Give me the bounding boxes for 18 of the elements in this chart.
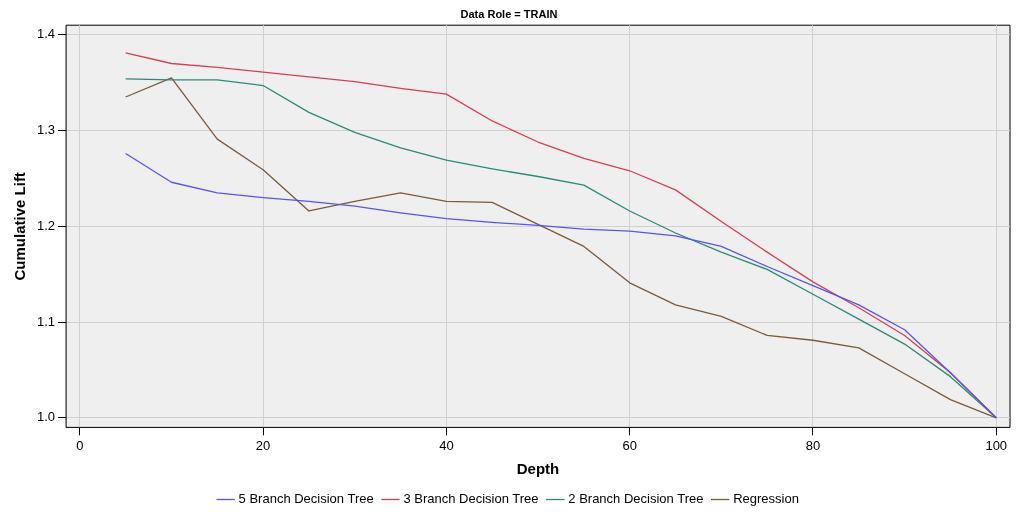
x-tick-label: 40 (439, 437, 454, 453)
y-tick-label: 1.1 (36, 313, 56, 329)
legend-label: 3 Branch Decision Tree (403, 491, 539, 507)
y-tick-label: 1.3 (36, 122, 56, 138)
y-tick-label: 1.2 (36, 217, 56, 233)
legend-label: Regression (733, 491, 799, 507)
x-tick-label: 20 (255, 437, 271, 453)
y-axis-title: Cumulative Lift (11, 172, 29, 281)
x-tick-label: 60 (622, 437, 637, 453)
legend-label: 2 Branch Decision Tree (568, 491, 704, 507)
y-tick-label: 1.0 (36, 409, 56, 425)
x-tick-label: 80 (805, 437, 821, 453)
x-tick-label: 0 (76, 437, 84, 453)
y-tick-label: 1.4 (36, 26, 56, 42)
x-tick-label: 100 (985, 437, 1008, 453)
legend-label: 5 Branch Decision Tree (238, 491, 374, 507)
x-axis-title: Depth (516, 460, 560, 478)
chart-title: Data Role = TRAIN (460, 7, 558, 20)
